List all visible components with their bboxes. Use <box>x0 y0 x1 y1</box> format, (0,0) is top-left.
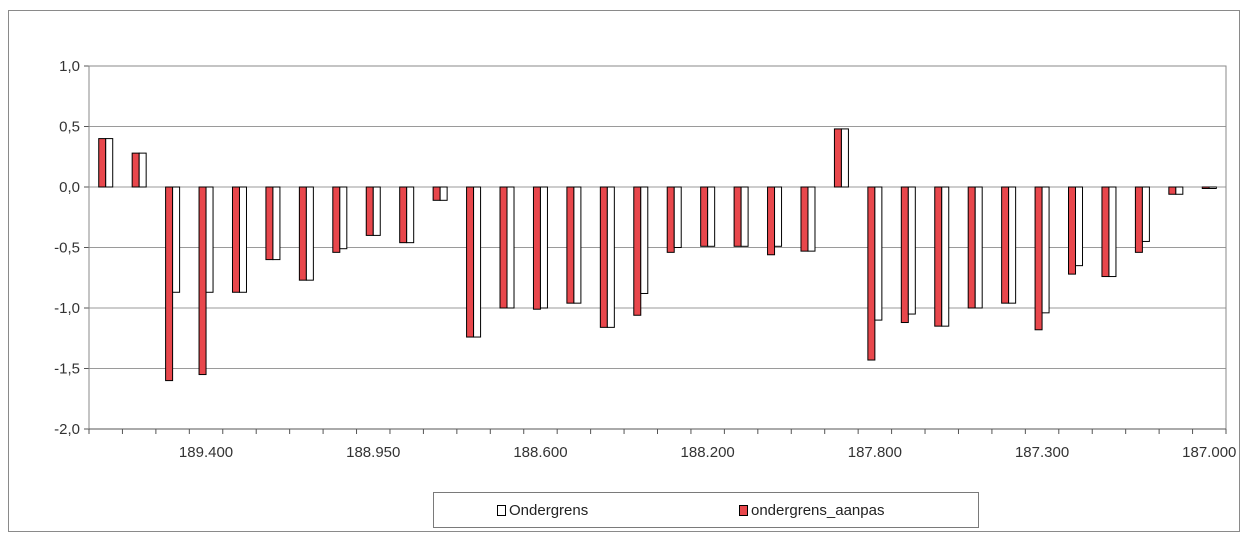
bar-ondergrens-aanpas <box>800 186 809 252</box>
bar-ondergrens <box>1108 186 1117 278</box>
y-tick-label: -1,5 <box>54 361 80 378</box>
bar-ondergrens-aanpas <box>767 186 776 256</box>
bar-ondergrens <box>807 186 816 252</box>
legend-label-ondergrens-aanpas: ondergrens_aanpas <box>751 501 885 519</box>
bar-ondergrens <box>372 186 381 236</box>
bar-ondergrens-aanpas <box>365 186 374 236</box>
bar-ondergrens <box>740 186 749 247</box>
bar-ondergrens <box>707 186 716 247</box>
legend-swatch-ondergrens <box>497 504 506 516</box>
x-tick-label: 187.300 <box>1015 444 1069 461</box>
bar-ondergrens-aanpas <box>1068 186 1077 275</box>
x-tick-label: 187.000 <box>1182 444 1236 461</box>
bar-ondergrens <box>1175 186 1184 195</box>
bar-ondergrens-aanpas <box>700 186 709 247</box>
bar-ondergrens <box>105 138 114 188</box>
legend-label-ondergrens: Ondergrens <box>509 501 589 519</box>
bar-ondergrens <box>473 186 482 338</box>
bar-ondergrens-aanpas <box>900 186 909 324</box>
bar-ondergrens <box>573 186 582 304</box>
y-tick-label: -2,0 <box>54 421 80 438</box>
bar-ondergrens <box>974 186 983 309</box>
x-tick-label: 188.200 <box>681 444 735 461</box>
bar-ondergrens <box>1041 186 1050 314</box>
y-tick-label: 1,0 <box>59 58 80 75</box>
bar-ondergrens-aanpas <box>1201 186 1210 189</box>
bar-ondergrens-aanpas <box>231 186 240 293</box>
y-tick-label: 0,5 <box>59 119 80 136</box>
bar-ondergrens <box>305 186 314 281</box>
bar-ondergrens-aanpas <box>599 186 608 328</box>
bar-ondergrens-aanpas <box>265 186 274 261</box>
bar-ondergrens-aanpas <box>399 186 408 244</box>
bar-ondergrens-aanpas <box>867 186 876 361</box>
bar-ondergrens-aanpas <box>1101 186 1110 278</box>
bar-ondergrens-aanpas <box>934 186 943 327</box>
bar-ondergrens-aanpas <box>833 128 842 188</box>
legend-item-ondergrens: Ondergrens <box>497 493 588 527</box>
y-tick-label: 0,0 <box>59 179 80 196</box>
bar-ondergrens-aanpas <box>1001 186 1010 304</box>
x-tick-label: 189.400 <box>179 444 233 461</box>
bar-ondergrens-aanpas <box>1134 186 1143 253</box>
bar-ondergrens <box>640 186 649 294</box>
bar-ondergrens <box>138 152 147 188</box>
bar-ondergrens <box>539 186 548 309</box>
bar-ondergrens-aanpas <box>499 186 508 309</box>
bar-ondergrens <box>205 186 214 293</box>
bar-ondergrens <box>673 186 682 248</box>
bar-ondergrens <box>1075 186 1084 267</box>
bar-ondergrens <box>606 186 615 328</box>
bar-ondergrens <box>172 186 181 293</box>
bar-ondergrens <box>907 186 916 315</box>
bar-ondergrens-aanpas <box>967 186 976 309</box>
legend-swatch-ondergrens-aanpas <box>739 504 748 516</box>
bar-ondergrens <box>774 186 783 247</box>
bar-ondergrens <box>1141 186 1150 242</box>
bar-ondergrens <box>840 128 849 188</box>
legend: Ondergrens ondergrens_aanpas <box>433 492 979 528</box>
bar-ondergrens-aanpas <box>532 186 541 310</box>
bar-ondergrens <box>406 186 415 244</box>
bar-ondergrens-aanpas <box>1034 186 1043 331</box>
bar-ondergrens <box>506 186 515 309</box>
bar-ondergrens-aanpas <box>466 186 475 338</box>
y-tick-label: -0,5 <box>54 240 80 257</box>
bar-ondergrens <box>339 186 348 250</box>
bar-ondergrens-aanpas <box>1168 186 1177 195</box>
bar-ondergrens <box>941 186 950 327</box>
bar-ondergrens <box>272 186 281 261</box>
x-tick-label: 188.950 <box>346 444 400 461</box>
x-tick-label: 188.600 <box>513 444 567 461</box>
bar-ondergrens-aanpas <box>298 186 307 281</box>
bar-ondergrens-aanpas <box>98 138 107 188</box>
x-tick-label: 187.800 <box>848 444 902 461</box>
bar-ondergrens-aanpas <box>198 186 207 376</box>
bar-ondergrens <box>1208 186 1217 189</box>
y-tick-label: -1,0 <box>54 300 80 317</box>
bar-ondergrens-aanpas <box>566 186 575 304</box>
bar-ondergrens-aanpas <box>332 186 341 253</box>
bar-ondergrens-aanpas <box>131 152 140 188</box>
bar-ondergrens <box>238 186 247 293</box>
bar-ondergrens <box>874 186 883 321</box>
bar-chart: 1,0 0,5 0,0 -0,5 -1,0 -1,5 -2,0 189.400 188.950 1… <box>54 58 1236 461</box>
bar-ondergrens-aanpas <box>733 186 742 247</box>
bar-ondergrens-aanpas <box>432 186 441 201</box>
bar-ondergrens <box>439 186 448 201</box>
bar-ondergrens-aanpas <box>666 186 675 253</box>
bar-ondergrens-aanpas <box>165 186 174 382</box>
bar-ondergrens <box>1008 186 1017 304</box>
bar-ondergrens-aanpas <box>633 186 642 316</box>
legend-item-ondergrens-aanpas: ondergrens_aanpas <box>739 493 884 527</box>
chart-frame: 1,0 0,5 0,0 -0,5 -1,0 -1,5 -2,0 189.400 188.950 1… <box>8 10 1240 532</box>
